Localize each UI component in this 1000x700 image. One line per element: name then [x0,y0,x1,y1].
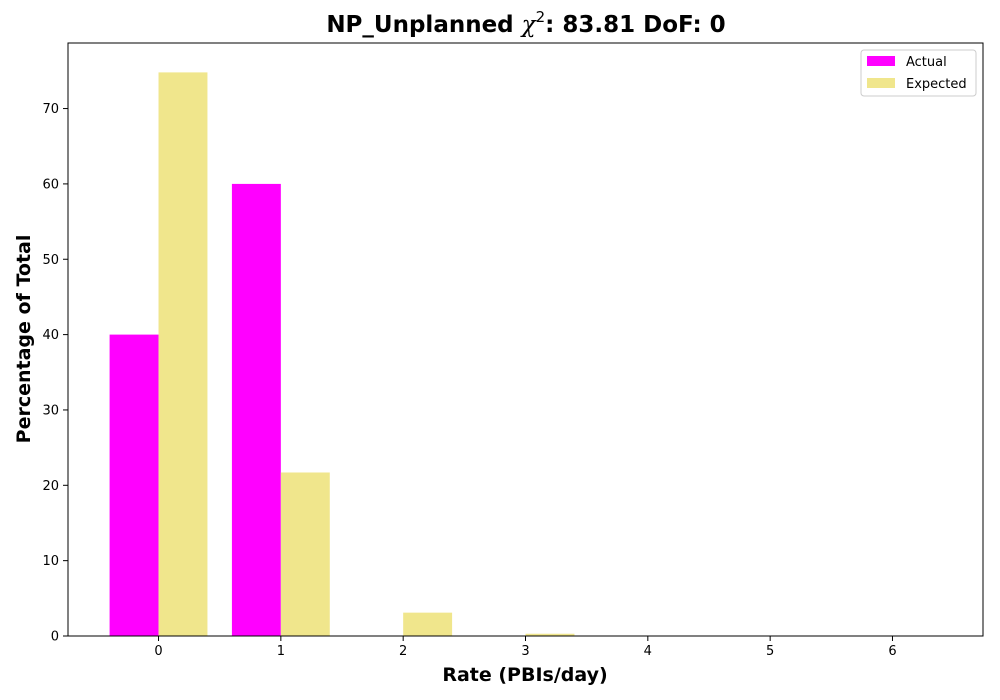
chart-title-superscript: 2 [536,8,546,26]
x-tick-label-1: 1 [277,644,285,659]
legend-swatch-expected [867,78,895,88]
y-tick-label-30: 30 [42,403,59,418]
chart-title-symbol: χ [520,12,538,38]
bar-expected-0 [158,72,208,636]
y-tick-label-70: 70 [42,102,59,117]
bar-expected-2 [403,612,453,636]
legend-entries: Actual Expected [867,55,967,92]
y-tick-label-50: 50 [42,253,59,268]
bar-actual-0 [109,334,159,636]
x-tick-label-2: 2 [399,644,407,659]
bars-layer [109,72,575,636]
chart-title: NP_Unplanned χ2: 83.81 DoF: 0 [326,8,725,38]
y-tick-label-20: 20 [42,479,59,494]
legend: Actual Expected [860,49,977,97]
x-tick-label-5: 5 [766,644,774,659]
bar-expected-1 [280,472,330,636]
y-axis-label: Percentage of Total [13,235,35,444]
x-tick-label-3: 3 [521,644,529,659]
y-tick-label-10: 10 [42,554,59,569]
x-tick-label-6: 6 [888,644,896,659]
x-tick-label-4: 4 [644,644,652,659]
y-axis-ticks: 0 10 20 30 40 50 60 70 [42,102,68,645]
x-tick-label-0: 0 [154,644,162,659]
y-tick-label-60: 60 [42,177,59,192]
x-axis-ticks: 0 1 2 3 4 5 6 [154,636,897,659]
legend-label-expected: Expected [906,77,967,92]
y-tick-label-0: 0 [51,630,59,645]
chart-title-prefix: NP_Unplanned [326,12,521,38]
y-tick-label-40: 40 [42,328,59,343]
x-axis-label: Rate (PBIs/day) [442,664,607,686]
legend-label-actual: Actual [906,55,947,70]
legend-swatch-actual [867,56,895,66]
bar-expected-3 [525,633,575,636]
bar-actual-1 [231,183,281,636]
chart-title-suffix: : 83.81 DoF: 0 [545,12,726,38]
